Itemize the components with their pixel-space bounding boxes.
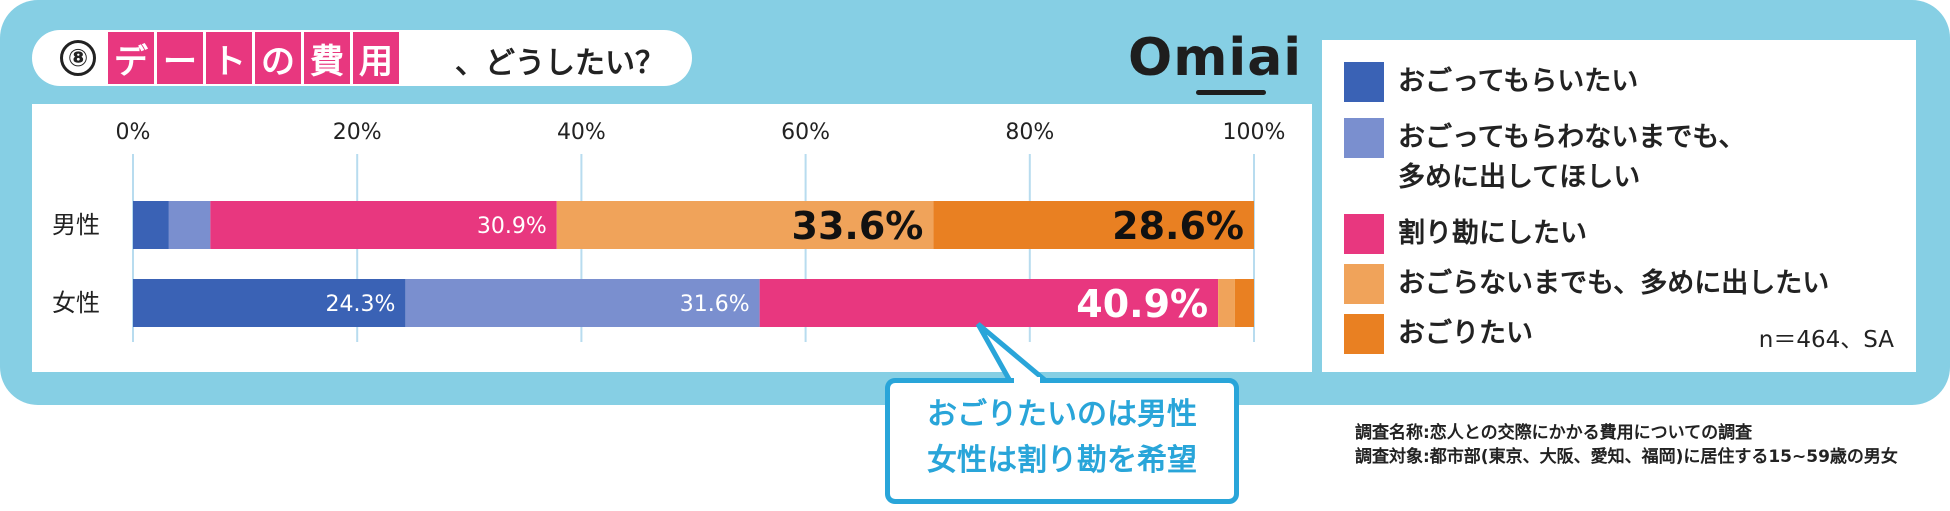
sample-size-note: n＝464、SA (1758, 327, 1894, 353)
legend-item: おごってもらいたい (1344, 62, 1638, 102)
legend-item: おごりたい (1344, 314, 1533, 354)
title-number: ⑧ (60, 40, 96, 76)
data-label: 31.6% (680, 292, 750, 317)
bar-segment (556, 201, 934, 249)
category-label: 女性 (52, 289, 100, 317)
footnote-survey-target: 調査対象:都市部(東京、大阪、愛知、福岡)に居住する15~59歳の男女 (1355, 447, 1898, 467)
bar-segment (405, 279, 760, 327)
legend-label: 割り勘にしたい (1398, 218, 1587, 249)
omiai-logo: Omiai (1128, 28, 1303, 88)
legend-item: おごらないまでも、多めに出したい (1344, 264, 1829, 304)
title-highlight: デ ー ト の 費 用 (108, 32, 399, 84)
data-label: 28.6% (1112, 204, 1244, 248)
legend-swatch (1344, 264, 1384, 304)
legend-swatch (1344, 214, 1384, 254)
legend-label: おごってもらわないまでも、 多めに出してほしい (1398, 122, 1746, 193)
title-rest: 、どうしたい？ (455, 46, 665, 81)
bar-segment (133, 279, 406, 327)
x-tick-label: 100% (1223, 120, 1286, 145)
bar-segment (1234, 279, 1254, 327)
title-char: 用 (353, 32, 399, 84)
legend-item: 割り勘にしたい (1344, 214, 1587, 254)
bar-segment (933, 201, 1254, 249)
bar-segment (168, 201, 211, 249)
bar-segment (210, 201, 557, 249)
data-label: 33.6% (792, 204, 924, 248)
legend-item: おごってもらわないまでも、 多めに出してほしい (1344, 118, 1746, 198)
chart-panel: 0% 20% 40% 60% 80% 100% 男性女性 30.9% 33.6% 28.6% 24.… (32, 104, 1312, 372)
x-tick-label: 60% (781, 120, 830, 145)
callout-text: おごりたいのは男性 女性は割り勘を希望 (927, 397, 1197, 478)
legend-label: おごらないまでも、多めに出したい (1398, 268, 1830, 299)
data-label: 24.3% (326, 292, 396, 317)
data-label: 40.9% (1076, 282, 1208, 326)
logo-underline (1196, 90, 1266, 95)
footnote-survey-name: 調査名称:恋人との交際にかかる費用についての調査 (1355, 423, 1753, 443)
x-tick-label: 0% (116, 120, 151, 145)
x-tick-label: 80% (1005, 120, 1054, 145)
x-tick-label: 40% (557, 120, 606, 145)
title-char: ト (206, 32, 252, 84)
legend-swatch (1344, 118, 1384, 158)
data-label: 30.9% (477, 214, 547, 239)
legend-swatch (1344, 62, 1384, 102)
category-label: 男性 (52, 211, 100, 239)
bar-segment (133, 201, 169, 249)
legend: おごってもらいたい おごってもらわないまでも、 多めに出してほしい 割り勘にした… (1322, 40, 1916, 372)
legend-label: おごってもらいたい (1398, 66, 1639, 97)
legend-swatch (1344, 314, 1384, 354)
title-char: の (255, 32, 301, 84)
x-tick-label: 20% (333, 120, 382, 145)
title-char: 費 (304, 32, 350, 84)
title-char: デ (108, 32, 154, 84)
callout-box (885, 378, 1239, 504)
bar-segment (1218, 279, 1235, 327)
title-char: ー (157, 32, 203, 84)
bar-segment (759, 279, 1219, 327)
legend-label: おごりたい (1398, 318, 1533, 349)
